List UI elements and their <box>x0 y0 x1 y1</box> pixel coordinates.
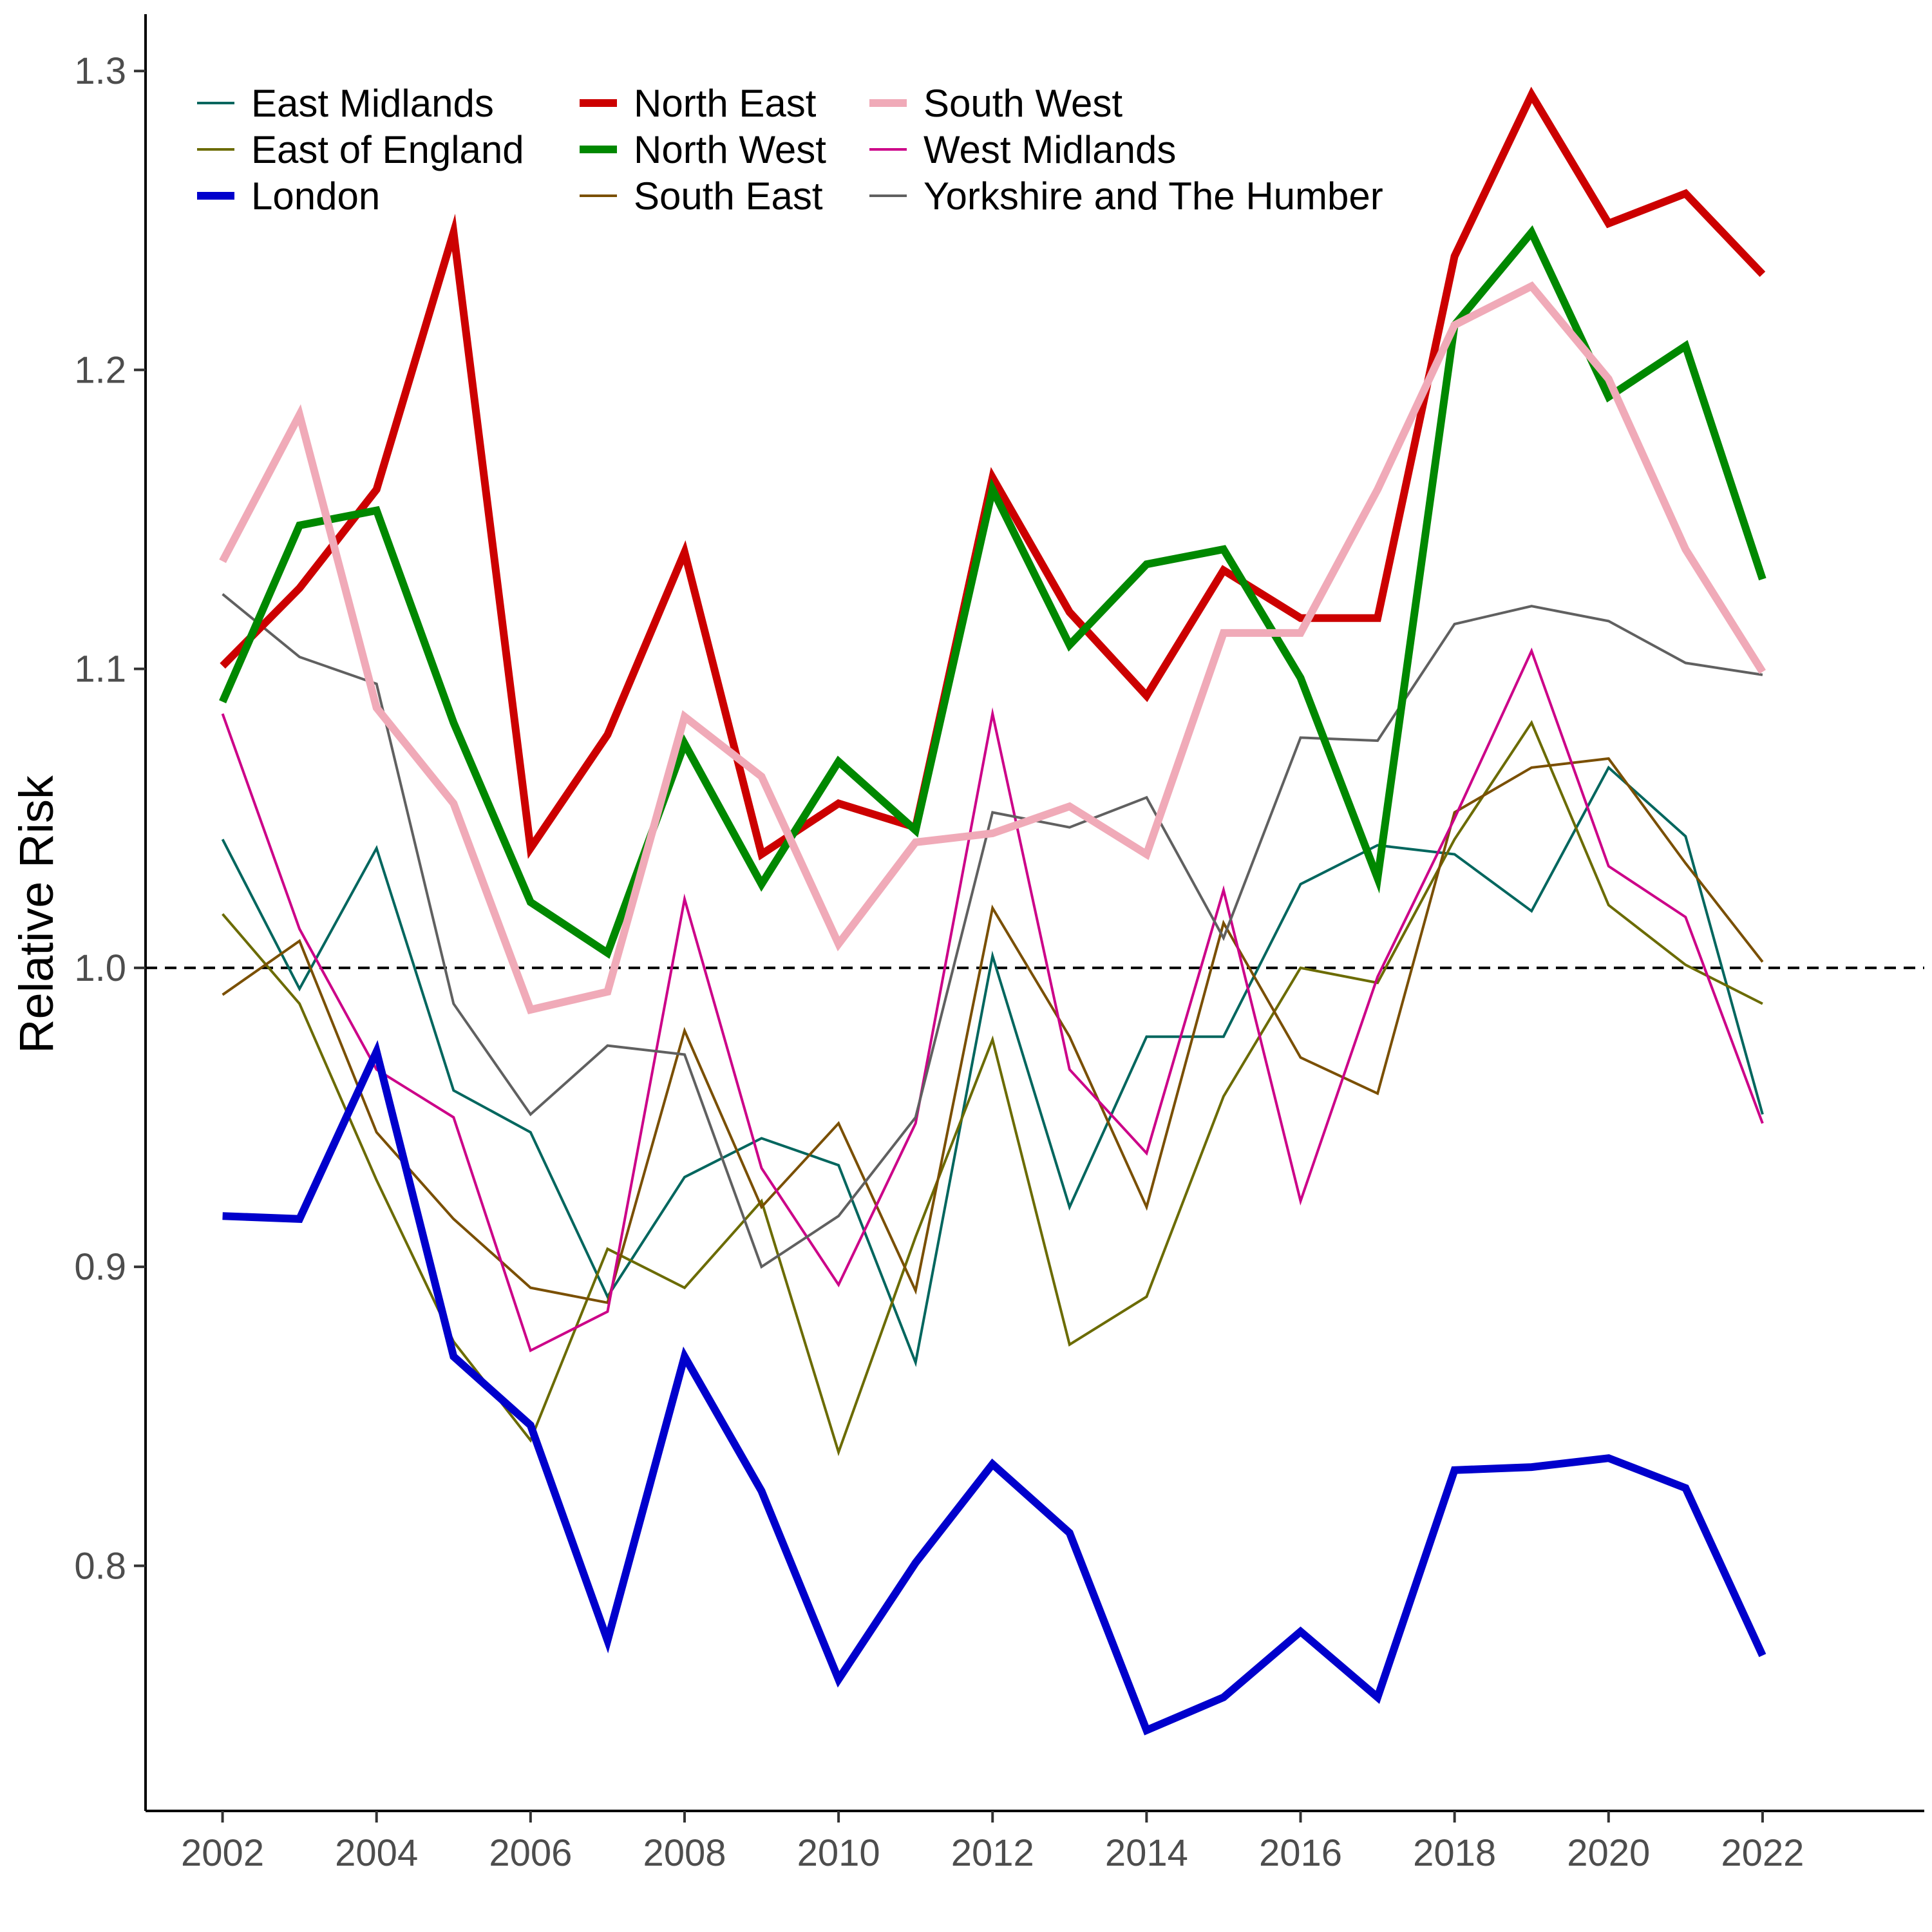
legend-label-london: London <box>251 175 380 218</box>
x-tick-label: 2020 <box>1567 1832 1650 1874</box>
x-tick-label: 2008 <box>643 1832 726 1874</box>
y-tick-label: 0.9 <box>74 1246 126 1288</box>
series-line-west-midlands <box>221 647 1764 1352</box>
series-lines <box>219 86 1766 1736</box>
series-line-south-east <box>222 757 1764 1305</box>
x-tick-label: 2018 <box>1413 1832 1496 1874</box>
legend-label-south-east: South East <box>634 175 823 218</box>
x-tick-label: 2002 <box>181 1832 264 1874</box>
y-tick-label: 1.0 <box>74 947 126 989</box>
y-axis-title: Relative Risk <box>10 775 63 1054</box>
legend-label-east-of-england: East of England <box>251 128 524 171</box>
axes: 0.8 0.9 1.0 1.1 1.2 1.3 2002 2004 2006 2008 2010 20… <box>74 14 1924 1874</box>
legend-label-west-midlands: West Midlands <box>923 128 1176 171</box>
x-tick-label: 2022 <box>1721 1832 1804 1874</box>
x-tick-label: 2012 <box>951 1832 1034 1874</box>
series-line-north-east <box>220 86 1766 861</box>
x-tick-label: 2014 <box>1105 1832 1188 1874</box>
legend-label-east-midlands: East Midlands <box>251 82 494 125</box>
legend-label-north-east: North East <box>634 82 817 125</box>
x-tick-label: 2016 <box>1259 1832 1342 1874</box>
legend-label-yorkshire-and-the-humber: Yorkshire and The Humber <box>923 175 1383 218</box>
x-tick-label: 2010 <box>797 1832 880 1874</box>
y-tick-label: 1.2 <box>74 349 126 391</box>
y-tick-label: 1.1 <box>74 649 126 690</box>
series-line-south-west <box>219 281 1766 1014</box>
x-tick-label: 2006 <box>489 1832 572 1874</box>
series-line-east-midlands <box>221 765 1764 1367</box>
series-line-yorkshire-and-the-humber <box>222 593 1763 1269</box>
series-line-london <box>222 1039 1766 1736</box>
legend-label-north-west: North West <box>634 128 826 171</box>
y-tick-label: 0.8 <box>74 1545 126 1587</box>
y-tick-label: 1.3 <box>74 50 126 92</box>
series-line-north-west <box>219 225 1766 959</box>
legend-label-south-west: South West <box>923 82 1122 125</box>
x-tick-label: 2004 <box>335 1832 418 1874</box>
